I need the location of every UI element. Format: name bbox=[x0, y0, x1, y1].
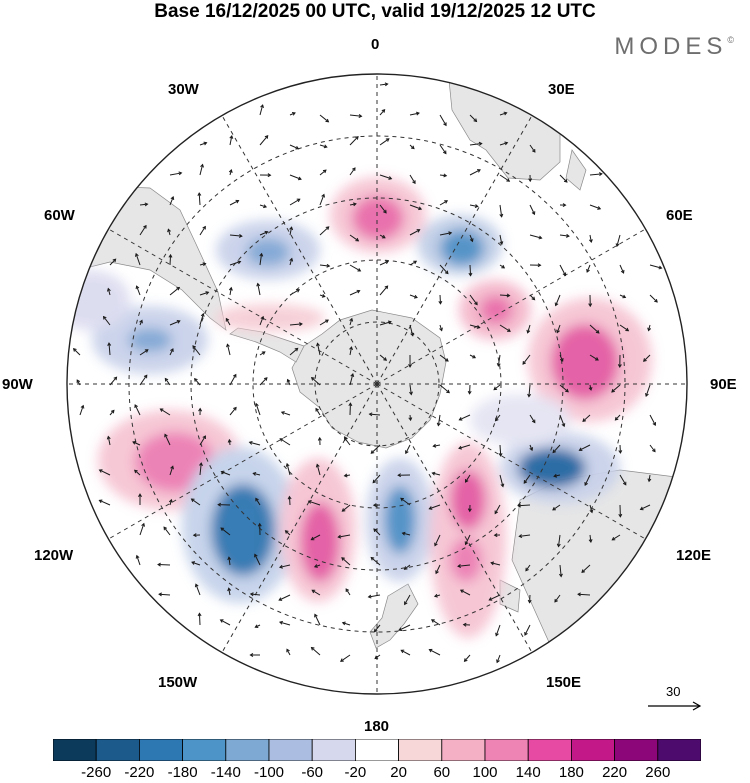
colorbar-tick: -260 bbox=[81, 764, 112, 781]
colorbar-tick: 60 bbox=[433, 764, 451, 781]
colorbar-segment bbox=[311, 739, 356, 761]
colorbar-segment bbox=[225, 739, 270, 761]
colorbar-tick: -100 bbox=[253, 764, 285, 781]
meridian-label-30e: 30E bbox=[548, 81, 575, 98]
colorbar-tick: 220 bbox=[602, 764, 628, 781]
colorbar bbox=[53, 739, 701, 761]
colorbar-tick: -180 bbox=[167, 764, 198, 781]
meridian-label-60w: 60W bbox=[44, 207, 75, 224]
colorbar-tick: 140 bbox=[515, 764, 541, 781]
colorbar-tick: 20 bbox=[390, 764, 407, 781]
colorbar-segment bbox=[527, 739, 572, 761]
australia bbox=[511, 469, 687, 694]
colorbar-tick-labels: -260 -220 -180 -140 -100 -60 -20 20 60 100 140 180 2… bbox=[0, 764, 750, 782]
modes-logo: MODES© bbox=[614, 33, 734, 61]
tasmania bbox=[499, 579, 521, 613]
colorbar-segment bbox=[139, 739, 184, 761]
meridian-label-90e: 90E bbox=[710, 376, 737, 393]
chart-title: Base 16/12/2025 00 UTC, valid 19/12/2025… bbox=[154, 1, 596, 22]
colorbar-tick: -140 bbox=[210, 764, 241, 781]
colorbar-tick: -20 bbox=[344, 764, 367, 781]
colorbar-segment bbox=[95, 739, 140, 761]
colorbar-segment bbox=[53, 739, 97, 761]
colorbar-segment bbox=[268, 739, 313, 761]
brand-text: MODES bbox=[614, 33, 728, 60]
meridian-label-90w: 90W bbox=[2, 376, 33, 393]
colorbar-segment bbox=[614, 739, 659, 761]
map-boundary bbox=[66, 73, 688, 695]
meridian-label-120w: 120W bbox=[34, 547, 74, 564]
madagascar bbox=[565, 149, 587, 191]
colorbar-segment bbox=[657, 739, 701, 761]
meridian-label-150w: 150W bbox=[158, 674, 198, 691]
colorbar-tick: 180 bbox=[558, 764, 584, 781]
colorbar-segment bbox=[398, 739, 443, 761]
meridian-label-30w: 30W bbox=[168, 81, 199, 98]
antarctic-peninsula bbox=[229, 327, 305, 363]
colorbar-tick: 100 bbox=[472, 764, 498, 781]
meridian-label-0: 0 bbox=[371, 36, 380, 53]
copyright-mark: © bbox=[727, 35, 734, 45]
meridian-label-150e: 150E bbox=[546, 674, 582, 691]
reference-vector bbox=[648, 701, 702, 711]
colorbar-segment bbox=[484, 739, 529, 761]
colorbar-tick: -220 bbox=[124, 764, 155, 781]
colorbar-segment bbox=[571, 739, 616, 761]
meridian-label-120e: 120E bbox=[676, 547, 712, 564]
meridian-label-180: 180 bbox=[364, 718, 390, 735]
colorbar-tick: -60 bbox=[301, 764, 324, 781]
colorbar-segment bbox=[441, 739, 486, 761]
reference-vector-label: 30 bbox=[666, 684, 681, 699]
colorbar-segment bbox=[354, 739, 399, 761]
meridian-label-60e: 60E bbox=[666, 207, 693, 224]
colorbar-segment bbox=[182, 739, 227, 761]
colorbar-tick: 260 bbox=[645, 764, 671, 781]
